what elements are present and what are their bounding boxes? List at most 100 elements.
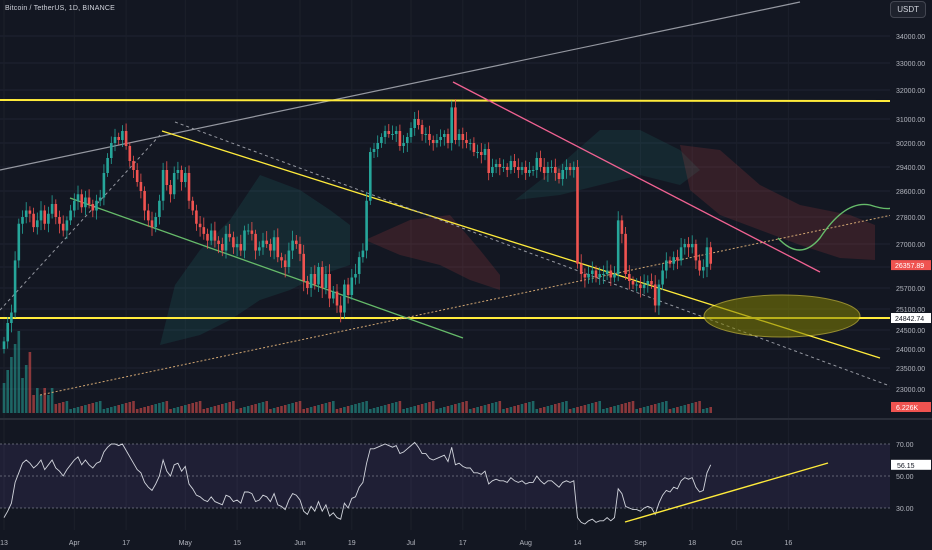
candle [58, 210, 61, 234]
volume-bar [420, 404, 424, 413]
candle [450, 100, 453, 151]
candle [439, 129, 442, 147]
candle [43, 205, 46, 230]
candle-body [176, 170, 180, 173]
candle [113, 128, 117, 152]
volume-bar [320, 404, 324, 413]
candle-body [702, 267, 705, 271]
candle [180, 165, 183, 191]
candle [446, 128, 450, 149]
volume-bar [609, 407, 613, 413]
price-label-box [891, 260, 931, 271]
volume-bar [180, 406, 183, 413]
volume-bar [502, 409, 505, 413]
candle-body [539, 158, 542, 167]
candle [628, 265, 631, 290]
candle-body [161, 170, 165, 201]
candle-body [50, 204, 54, 214]
candle [705, 237, 709, 278]
price-axis[interactable]: 34000.00 33000.00 32000.00 31000.00 30200.00… [890, 0, 932, 530]
volume-bar [261, 402, 265, 413]
candle-body [261, 240, 265, 248]
price-tick-label: 27000.00 [896, 242, 925, 249]
candle [54, 199, 58, 225]
time-tick-label: Jun [294, 540, 305, 547]
volume-bar [561, 402, 564, 413]
volume-bar [579, 406, 583, 413]
candle [468, 138, 472, 151]
volume-bar [198, 401, 202, 413]
volume-bar [491, 403, 494, 413]
candle [313, 265, 317, 290]
candle-body [80, 194, 83, 208]
pink-trend-line [452, 81, 821, 273]
candle-body [113, 137, 117, 143]
dashed-channel-line [174, 121, 891, 387]
candle [209, 223, 213, 246]
candle-body [709, 247, 712, 264]
candle-body [435, 140, 439, 143]
candle-body [494, 164, 498, 167]
volume-bar [217, 405, 220, 413]
candle [61, 215, 65, 237]
time-axis-background [0, 532, 932, 550]
candle-body [346, 284, 350, 295]
candle-body [576, 167, 579, 264]
time-tick-label: Oct [731, 540, 742, 547]
volume-bar [428, 402, 431, 413]
candle [124, 123, 128, 150]
rsi-value-label: 56.15 [897, 463, 915, 470]
candlestick-series[interactable] [2, 99, 712, 354]
volume-bar [313, 406, 317, 413]
candle-body [446, 134, 450, 143]
candle [287, 242, 291, 274]
candle [165, 161, 169, 191]
volume-bar [369, 409, 372, 413]
candle-body [202, 227, 206, 234]
candle-body [568, 167, 572, 170]
volume-bar [635, 409, 638, 413]
candle [135, 163, 139, 187]
volume-bar [224, 403, 228, 413]
candle [258, 241, 261, 256]
volume-bar [657, 403, 661, 413]
candle-body [424, 134, 428, 135]
time-tick-label: May [179, 540, 193, 547]
volume-bar [450, 405, 453, 413]
volume-bar [80, 406, 83, 413]
rsi-value-box [891, 459, 931, 470]
grey-trend-line [0, 1, 801, 171]
candle [320, 261, 324, 299]
volume-bar [117, 405, 120, 413]
rsi-pane[interactable]: 70.00 50.00 30.00 56.15 [0, 418, 932, 525]
currency-button[interactable]: USDT [890, 1, 926, 18]
candle [50, 195, 54, 219]
volume-bar [54, 404, 58, 413]
candle-body [324, 274, 328, 288]
candle-body [309, 274, 313, 288]
candle [561, 163, 564, 186]
time-axis[interactable]: 13 Apr 17 May 15 Jun 19 Jul 17 Aug 14 Sep 18 Oct 16 [0, 532, 932, 550]
volume-bar [324, 403, 328, 413]
candle-body [372, 149, 376, 152]
candle-body [17, 223, 21, 261]
candle-body [65, 220, 69, 231]
candle-body [343, 284, 346, 313]
candle-body [461, 134, 465, 140]
candle-body [169, 185, 172, 195]
candle-body [542, 167, 546, 173]
candle [95, 194, 98, 220]
volume-bar [346, 406, 350, 413]
volume-bar [357, 403, 361, 413]
candle [431, 135, 435, 151]
candle [283, 254, 287, 278]
candle-body [690, 244, 694, 248]
volume-bar [443, 407, 446, 413]
candle-body [439, 137, 442, 140]
volume-bar [169, 409, 172, 413]
volume-bar [154, 404, 157, 413]
candle-body [431, 140, 435, 143]
volume-bar [683, 405, 687, 413]
candle [639, 276, 642, 298]
